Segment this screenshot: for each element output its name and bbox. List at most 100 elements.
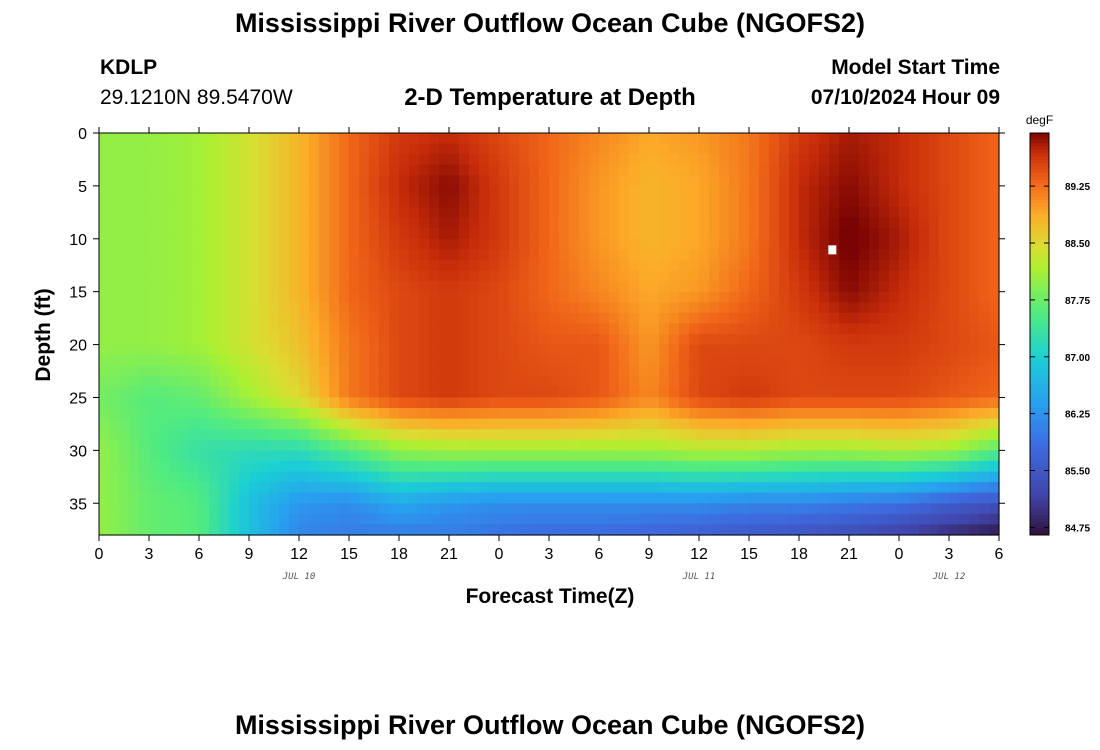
- heatmap-cell: [139, 164, 150, 176]
- heatmap-cells: [99, 133, 1000, 536]
- heatmap-cell: [979, 207, 990, 219]
- heatmap-cell: [109, 365, 120, 377]
- colorbar-band: [1030, 166, 1049, 171]
- heatmap-cell: [919, 492, 930, 504]
- heatmap-cell: [299, 429, 310, 441]
- heatmap-cell: [149, 154, 160, 166]
- heatmap-cell: [829, 270, 840, 282]
- heatmap-cell: [149, 386, 160, 399]
- heatmap-cell: [529, 175, 540, 187]
- heatmap-cell: [259, 471, 270, 483]
- heatmap-cell: [599, 207, 610, 219]
- heatmap-cell: [119, 365, 130, 377]
- heatmap-cell: [949, 164, 960, 176]
- heatmap-cell: [939, 133, 950, 145]
- heatmap-cell: [209, 175, 220, 187]
- heatmap-cell: [519, 259, 530, 272]
- heatmap-cell: [129, 408, 140, 420]
- heatmap-cell: [509, 238, 520, 250]
- heatmap-cell: [549, 164, 560, 176]
- heatmap-cell: [239, 439, 250, 451]
- heatmap-cell: [919, 376, 930, 388]
- heatmap-cell: [179, 154, 190, 166]
- colorbar-band: [1030, 484, 1049, 489]
- heatmap-cell: [869, 397, 880, 409]
- heatmap-cell: [749, 429, 760, 441]
- heatmap-cell: [459, 154, 470, 166]
- heatmap-cell: [359, 249, 370, 261]
- heatmap-cell: [459, 143, 470, 155]
- heatmap-cell: [259, 460, 270, 473]
- heatmap-cell: [829, 460, 840, 473]
- heatmap-cell: [699, 228, 710, 240]
- heatmap-cell: [519, 175, 530, 187]
- heatmap-cell: [339, 355, 350, 367]
- heatmap-cell: [959, 164, 970, 176]
- heatmap-cell: [649, 365, 660, 377]
- heatmap-cell: [369, 513, 380, 526]
- heatmap-cell: [179, 408, 190, 420]
- heatmap-cell: [939, 323, 950, 335]
- heatmap-cell: [989, 524, 1000, 536]
- heatmap-cell: [769, 471, 780, 483]
- heatmap-cell: [529, 312, 540, 325]
- heatmap-cell: [279, 185, 290, 198]
- heatmap-cell: [629, 259, 640, 272]
- heatmap-cell: [549, 418, 560, 430]
- heatmap-cell: [739, 408, 750, 420]
- heatmap-cell: [909, 344, 920, 356]
- heatmap-cell: [179, 217, 190, 229]
- heatmap-cell: [859, 185, 870, 198]
- heatmap-cell: [559, 397, 570, 409]
- heatmap-cell: [429, 196, 440, 208]
- heatmap-cell: [979, 386, 990, 399]
- heatmap-cell: [459, 334, 470, 346]
- heatmap-cell: [109, 164, 120, 176]
- heatmap-cell: [859, 291, 870, 303]
- heatmap-cell: [509, 133, 520, 145]
- heatmap-cell: [989, 460, 1000, 473]
- heatmap-cell: [279, 238, 290, 250]
- heatmap-cell: [829, 154, 840, 166]
- heatmap-cell: [919, 217, 930, 229]
- heatmap-cell: [829, 524, 840, 536]
- heatmap-cell: [719, 503, 730, 515]
- heatmap-cell: [339, 439, 350, 451]
- heatmap-cell: [589, 323, 600, 335]
- heatmap-cell: [919, 154, 930, 166]
- heatmap-cell: [289, 365, 300, 377]
- heatmap-cell: [879, 492, 890, 504]
- heatmap-cell: [949, 207, 960, 219]
- heatmap-cell: [669, 503, 680, 515]
- heatmap-cell: [539, 154, 550, 166]
- heatmap-cell: [609, 323, 620, 335]
- heatmap-cell: [709, 492, 720, 504]
- heatmap-cell: [199, 185, 210, 198]
- heatmap-cell: [779, 450, 790, 462]
- heatmap-cell: [799, 482, 810, 494]
- heatmap-cell: [149, 418, 160, 430]
- heatmap-cell: [849, 249, 860, 261]
- heatmap-cell: [399, 482, 410, 494]
- heatmap-cell: [549, 365, 560, 377]
- heatmap-cell: [109, 281, 120, 293]
- colorbar-band: [1030, 340, 1049, 345]
- heatmap-cell: [129, 143, 140, 155]
- heatmap-cell: [149, 376, 160, 388]
- heatmap-cell: [829, 408, 840, 420]
- heatmap-cell: [259, 344, 270, 356]
- heatmap-cell: [259, 217, 270, 229]
- heatmap-cell: [419, 249, 430, 261]
- heatmap-cell: [599, 429, 610, 441]
- heatmap-cell: [239, 249, 250, 261]
- heatmap-cell: [869, 334, 880, 346]
- heatmap-cell: [959, 259, 970, 272]
- heatmap-cell: [729, 344, 740, 356]
- heatmap-cell: [739, 503, 750, 515]
- heatmap-cell: [599, 386, 610, 399]
- heatmap-cell: [369, 492, 380, 504]
- heatmap-cell: [709, 185, 720, 198]
- heatmap-cell: [279, 164, 290, 176]
- heatmap-cell: [589, 185, 600, 198]
